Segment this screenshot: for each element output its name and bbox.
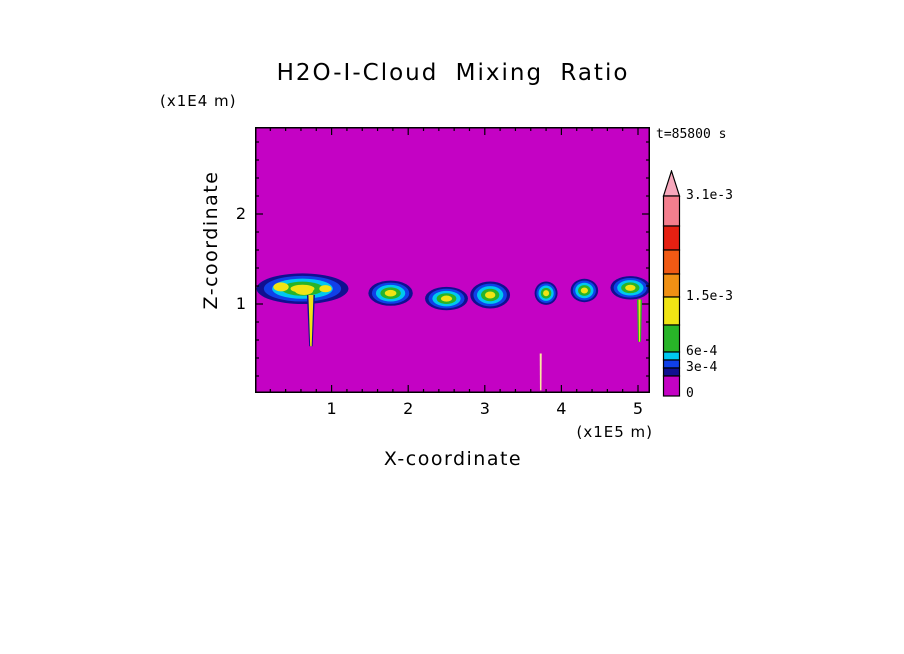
colorbar-value-label: 3.1e-3 xyxy=(686,188,733,203)
fall-streak xyxy=(308,295,314,347)
x-tick-label: 3 xyxy=(479,399,490,418)
cloud-contour xyxy=(440,295,453,302)
colorbar-segment xyxy=(662,324,681,353)
cloud-contour xyxy=(580,287,588,294)
colorbar-segment xyxy=(662,367,681,377)
cloud-contour xyxy=(625,284,636,291)
fall-streaks xyxy=(306,295,643,391)
colorbar-segment xyxy=(662,249,681,275)
timestamp-label: t=85800 s xyxy=(656,127,727,142)
z-axis-title: Z-coordinate xyxy=(200,170,222,310)
plot-frame xyxy=(255,127,650,393)
cloud-contour xyxy=(484,291,496,299)
x-axis-title: X-coordinate xyxy=(383,448,523,470)
fall-streak xyxy=(638,299,641,342)
x-tick-label: 2 xyxy=(403,399,414,418)
x-tick-label: 1 xyxy=(326,399,337,418)
chart-title: H2O-I-Cloud Mixing Ratio xyxy=(276,60,630,86)
cloud-contours xyxy=(256,273,650,311)
colorbar-svg xyxy=(662,169,681,397)
colorbar-segment xyxy=(662,273,681,298)
cloud-contour xyxy=(543,290,550,297)
x-axis-unit-label: (x1E5 m) xyxy=(576,423,653,441)
colorbar-segment xyxy=(662,296,681,326)
plot-background xyxy=(255,127,650,393)
z-axis-unit-label: (x1E4 m) xyxy=(160,92,237,110)
x-tick-label: 4 xyxy=(556,399,567,418)
colorbar-value-label: 3e-4 xyxy=(686,360,718,375)
cloud-core xyxy=(319,285,332,293)
plot-area xyxy=(255,127,650,393)
colorbar-value-label: 6e-4 xyxy=(686,344,718,359)
colorbar-segment xyxy=(662,375,681,397)
colorbar xyxy=(662,169,682,402)
cloud-core xyxy=(294,286,314,295)
colorbar-segment xyxy=(662,195,681,227)
colorbar-value-label: 0 xyxy=(686,386,694,401)
x-tick-label: 5 xyxy=(632,399,644,418)
heatmap-svg xyxy=(255,127,650,393)
cloud-core xyxy=(273,282,289,292)
colorbar-segment xyxy=(662,359,681,369)
colorbar-arrow-icon xyxy=(662,169,681,197)
colorbar-segment xyxy=(662,225,681,251)
colorbar-segment xyxy=(662,351,681,361)
fall-streak xyxy=(539,353,542,391)
z-tick-label: 2 xyxy=(235,204,246,223)
z-tick-label: 1 xyxy=(235,294,246,313)
cloud-contour xyxy=(384,289,397,297)
colorbar-value-label: 1.5e-3 xyxy=(686,289,733,304)
